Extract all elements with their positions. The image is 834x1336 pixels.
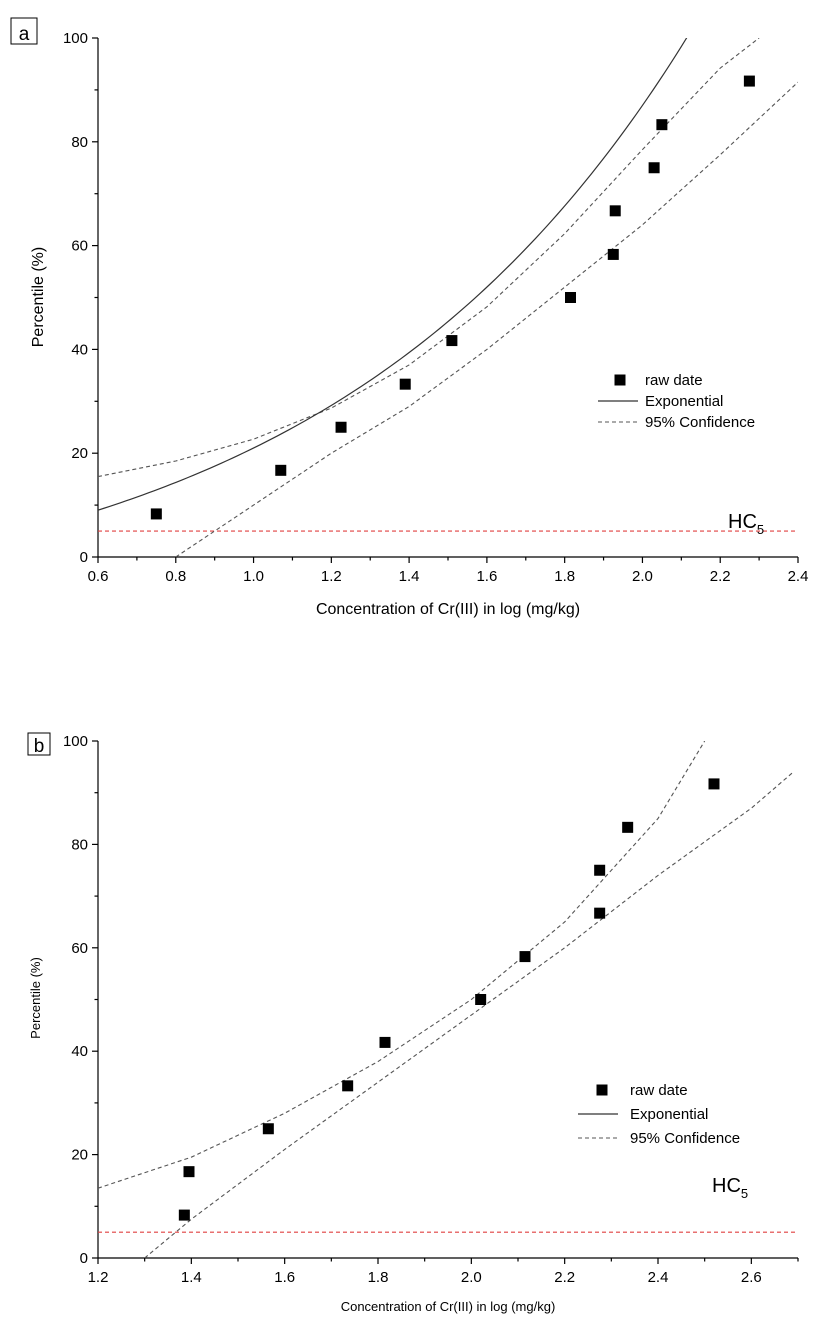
x-tick-label: 1.2 [321, 568, 342, 585]
y-tick-label: 20 [71, 1147, 88, 1164]
y-tick-label: 40 [71, 1043, 88, 1060]
x-tick-label: 0.6 [88, 568, 109, 585]
chart-panel-a: a 0.6 0.8 1.0 1.2 1.4 1.6 1.8 2.0 2.2 2.4 0 20 40 60 80… [10, 17, 809, 618]
data-point [607, 248, 619, 260]
data-point [594, 864, 606, 876]
x-tick-label: 1.4 [399, 568, 420, 585]
x-tick-label: 2.0 [632, 568, 653, 585]
data-point [335, 421, 347, 433]
x-tick-label: 1.6 [476, 568, 497, 585]
legend-label: raw date [630, 1082, 688, 1099]
data-point [475, 994, 487, 1005]
legend-label: 95% Confidence [630, 1130, 740, 1147]
data-point [342, 1080, 354, 1092]
legend-marker-raw-date [614, 374, 626, 386]
data-point [178, 1209, 190, 1221]
data-point [565, 292, 576, 303]
confidence-upper-line [98, 38, 760, 478]
data-point [183, 1166, 195, 1178]
y-axis-title: Percentile (%) [30, 247, 47, 347]
y-tick-label: 80 [71, 134, 88, 151]
x-tick-label: 2.0 [461, 1269, 482, 1286]
y-tick-label: 60 [71, 940, 88, 957]
chart-panel-b: b 1.2 1.4 1.6 1.8 2.0 2.2 2.4 2.6 0 20 40 60 80 100 Con… [27, 732, 799, 1314]
confidence-upper-line [98, 741, 706, 1189]
legend-marker-raw-date [596, 1084, 608, 1096]
data-point [743, 75, 755, 87]
x-tick-label: 0.8 [165, 568, 186, 585]
x-tick-label: 1.0 [243, 568, 264, 585]
data-point [594, 907, 606, 919]
x-tick-label: 2.2 [710, 568, 731, 585]
y-axis-title: Percentile (%) [28, 957, 43, 1039]
panel-label-box [10, 17, 38, 45]
x-tick-label: 2.6 [741, 1269, 762, 1286]
y-tick-label: 60 [71, 238, 88, 255]
data-point [519, 951, 531, 963]
hc5-label: HC5 [728, 511, 764, 537]
data-point [622, 821, 634, 833]
y-tick-label: 0 [80, 549, 88, 566]
confidence-lower-line [175, 81, 798, 557]
panel-label-box [27, 732, 51, 756]
y-tick-label: 80 [71, 836, 88, 853]
data-point [609, 205, 621, 217]
x-tick-label: 2.4 [788, 568, 809, 585]
x-tick-label: 1.8 [368, 1269, 389, 1286]
data-point [379, 1036, 391, 1048]
data-point [262, 1123, 274, 1135]
x-axis-title: Concentration of Cr(III) in log (mg/kg) [316, 601, 580, 618]
x-tick-label: 1.4 [181, 1269, 202, 1286]
legend-label: 95% Confidence [645, 414, 755, 431]
data-point [446, 335, 458, 347]
x-tick-label: 1.2 [88, 1269, 109, 1286]
y-tick-label: 0 [80, 1250, 88, 1267]
legend-label: Exponential [630, 1106, 708, 1123]
data-point [150, 508, 162, 520]
hc5-label-main: HC [712, 1175, 741, 1197]
data-point [275, 464, 287, 476]
hc5-label: HC5 [712, 1175, 748, 1201]
y-tick-label: 100 [63, 30, 88, 47]
data-point [399, 378, 411, 390]
legend: raw date Exponential 95% Confidence [578, 1082, 740, 1147]
panel-label: a [19, 24, 30, 45]
hc5-label-subscript: 5 [757, 522, 764, 537]
y-tick-label: 20 [71, 445, 88, 462]
hc5-label-main: HC [728, 511, 757, 533]
legend-label: Exponential [645, 393, 723, 410]
data-point [648, 162, 660, 174]
exponential-fit-line [98, 38, 688, 511]
x-tick-label: 1.6 [274, 1269, 295, 1286]
y-tick-label: 100 [63, 733, 88, 750]
y-tick-label: 40 [71, 341, 88, 358]
panel-label: b [34, 736, 45, 757]
x-tick-label: 2.2 [554, 1269, 575, 1286]
x-tick-label: 2.4 [648, 1269, 669, 1286]
confidence-lower-line [144, 771, 794, 1258]
data-point [708, 778, 720, 790]
x-axis-title: Concentration of Cr(III) in log (mg/kg) [341, 1299, 556, 1314]
legend: raw date Exponential 95% Confidence [598, 372, 755, 431]
hc5-label-subscript: 5 [741, 1186, 748, 1201]
x-tick-label: 1.8 [554, 568, 575, 585]
legend-label: raw date [645, 372, 703, 389]
data-point [656, 119, 668, 131]
